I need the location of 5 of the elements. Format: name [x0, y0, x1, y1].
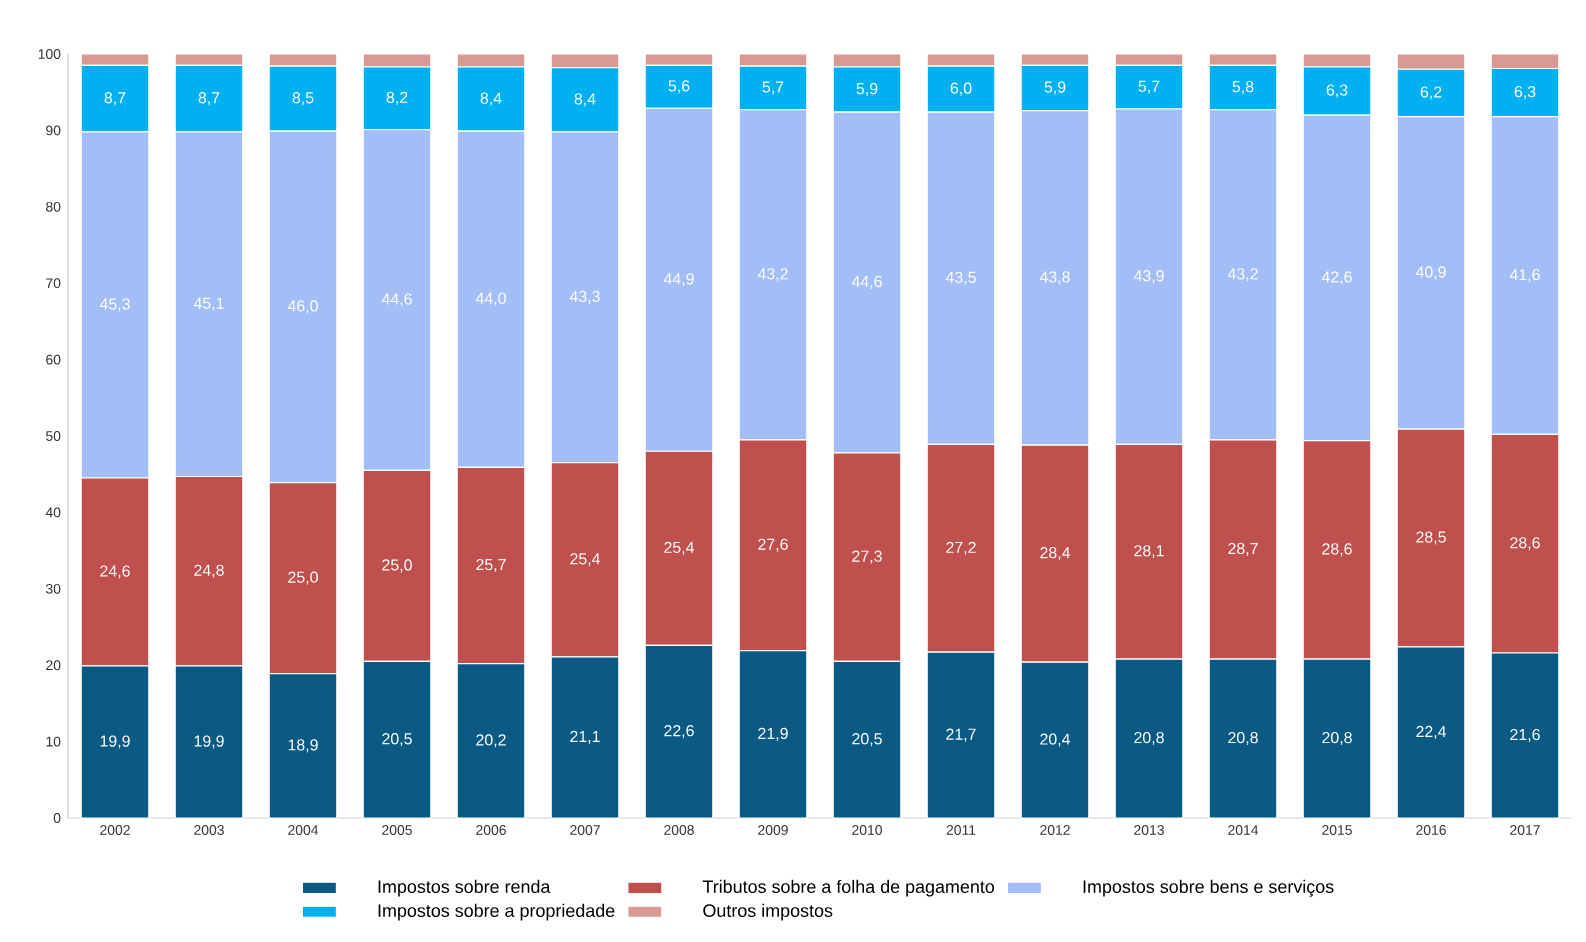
legend-label: Impostos sobre bens e serviços [1083, 879, 1334, 897]
legend-label: Tributos sobre a folha de pagamento [702, 879, 995, 897]
legend-label: Impostos sobre renda [378, 879, 551, 897]
legend-label: Impostos sobre a propriedade [378, 903, 615, 921]
legend-label: Outros impostos [703, 903, 833, 921]
